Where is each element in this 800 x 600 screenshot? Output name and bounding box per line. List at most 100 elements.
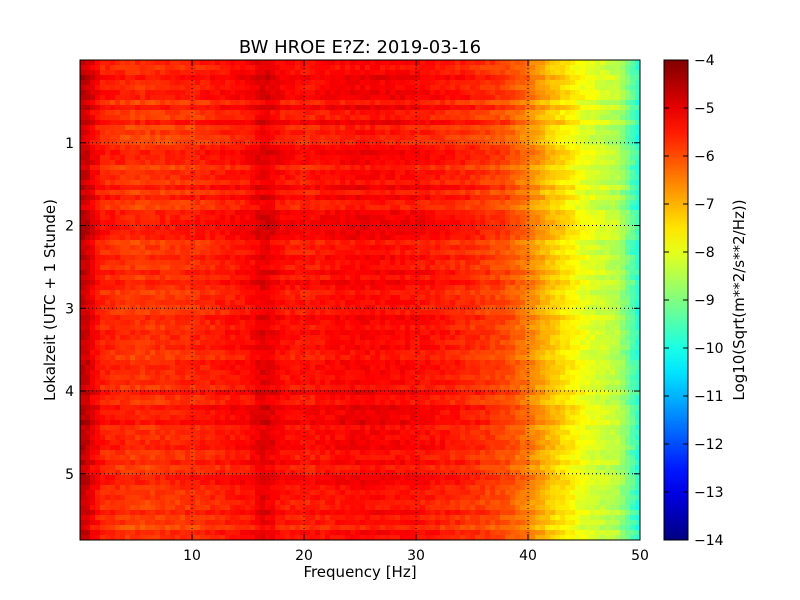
heatmap-cell [300,225,306,231]
heatmap-cell [525,225,531,231]
heatmap-cell [455,150,461,156]
heatmap-cell [490,65,496,71]
heatmap-cell [80,100,86,106]
heatmap-cell [470,150,476,156]
heatmap-cell [320,155,326,161]
heatmap-cell [530,160,536,166]
heatmap-cell [590,230,596,236]
heatmap-cell [220,70,226,76]
heatmap-cell [290,130,296,136]
heatmap-cell [505,185,511,191]
heatmap-cell [310,175,316,181]
heatmap-cell [80,70,86,76]
heatmap-cell [90,65,96,71]
heatmap-cell [360,195,366,201]
heatmap-cell [80,180,86,186]
heatmap-cell [560,195,566,201]
heatmap-cell [635,265,640,271]
heatmap-cell [605,235,611,241]
heatmap-cell [155,260,161,266]
heatmap-cell [80,135,86,141]
heatmap-cell [445,270,451,276]
heatmap-cell [405,195,411,201]
heatmap-cell [205,245,211,251]
heatmap-cell [410,90,416,96]
heatmap-cell [325,220,331,226]
heatmap-cell [310,135,316,141]
heatmap-cell [275,120,281,126]
heatmap-cell [175,105,181,111]
heatmap-cell [190,190,196,196]
heatmap-cell [540,235,546,241]
heatmap-cell [585,220,591,226]
heatmap-cell [155,60,161,66]
heatmap-cell [560,200,566,206]
heatmap-cell [160,120,166,126]
heatmap-cell [475,95,481,101]
heatmap-cell [215,205,221,211]
heatmap-cell [420,165,426,171]
heatmap-cell [170,255,176,261]
heatmap-cell [435,245,441,251]
heatmap-cell [550,60,556,66]
heatmap-cell [80,195,86,201]
heatmap-cell [630,115,636,121]
heatmap-cell [225,165,231,171]
heatmap-cell [285,165,291,171]
heatmap-cell [330,275,336,281]
heatmap-cell [295,110,301,116]
heatmap-cell [395,255,401,261]
heatmap-cell [105,75,111,81]
heatmap-cell [385,75,391,81]
heatmap-cell [360,190,366,196]
heatmap-cell [600,140,606,146]
heatmap-cell [145,175,151,181]
heatmap-cell [600,150,606,156]
heatmap-cell [145,235,151,241]
heatmap-cell [235,70,241,76]
heatmap-cell [540,215,546,221]
heatmap-cell [510,60,516,66]
heatmap-cell [515,115,521,121]
heatmap-cell [265,100,271,106]
heatmap-cell [585,170,591,176]
heatmap-cell [415,205,421,211]
heatmap-cell [270,165,276,171]
heatmap-cell [540,130,546,136]
heatmap-cell [470,200,476,206]
heatmap-cell [255,130,261,136]
heatmap-cell [215,85,221,91]
heatmap-cell [275,70,281,76]
heatmap-cell [210,65,216,71]
heatmap-cell [420,280,426,286]
heatmap-cell [375,195,381,201]
heatmap-cell [380,215,386,221]
heatmap-cell [620,225,626,231]
heatmap-cell [355,80,361,86]
heatmap-cell [405,115,411,121]
heatmap-cell [380,155,386,161]
heatmap-cell [395,195,401,201]
heatmap-cell [615,170,621,176]
heatmap-cell [475,140,481,146]
heatmap-cell [550,170,556,176]
heatmap-cell [140,100,146,106]
heatmap-cell [615,220,621,226]
heatmap-cell [95,220,101,226]
heatmap-cell [105,145,111,151]
heatmap-cell [305,195,311,201]
heatmap-cell [565,190,571,196]
heatmap-cell [250,210,256,216]
heatmap-cell [535,60,541,66]
heatmap-cell [260,250,266,256]
heatmap-cell [220,110,226,116]
heatmap-cell [465,175,471,181]
heatmap-cell [575,185,581,191]
heatmap-cell [90,125,96,131]
heatmap-cell [485,100,491,106]
heatmap-cell [240,175,246,181]
heatmap-cell [530,195,536,201]
heatmap-cell [295,200,301,206]
heatmap-cell [400,200,406,206]
heatmap-cell [500,80,506,86]
